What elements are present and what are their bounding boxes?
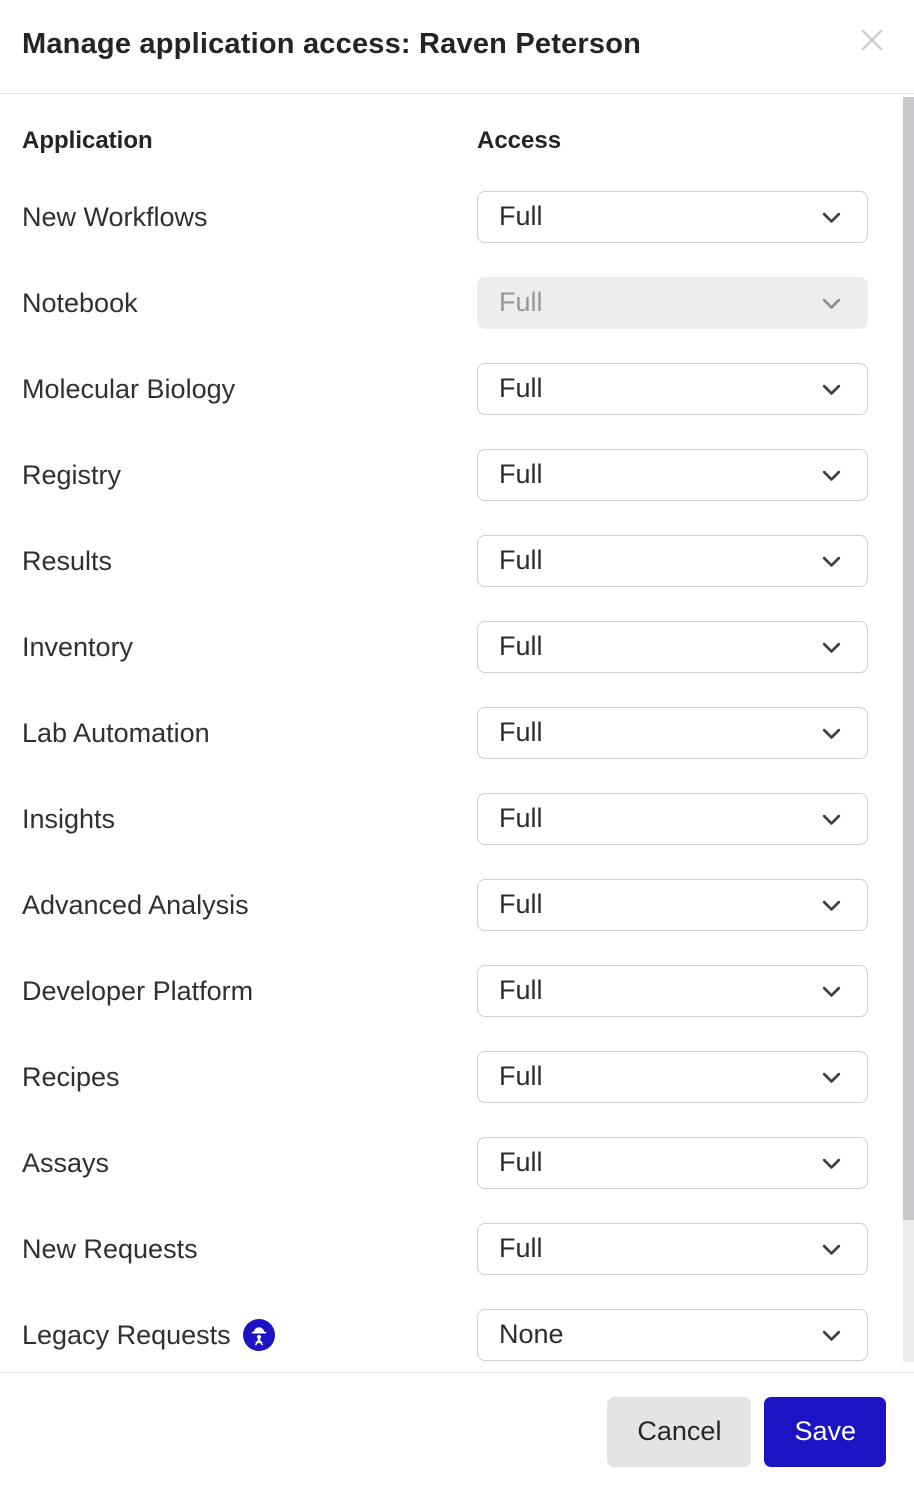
table-row: Advanced Analysis Full xyxy=(0,862,914,948)
chevron-down-icon xyxy=(818,1064,845,1091)
access-select-value: Full xyxy=(499,286,543,317)
chevron-down-icon xyxy=(818,1150,845,1177)
access-select[interactable]: Full xyxy=(477,707,868,759)
access-select-value: Full xyxy=(499,372,543,403)
application-name: Inventory xyxy=(22,631,134,662)
table-row: Recipes Full xyxy=(0,1034,914,1120)
application-name: Developer Platform xyxy=(22,975,254,1006)
application-label: Insights xyxy=(22,776,115,862)
table-row: Registry Full xyxy=(0,432,914,518)
table-row: New Workflows Full xyxy=(0,174,914,260)
application-label: Developer Platform xyxy=(22,948,253,1034)
modal-title: Manage application access: Raven Peterso… xyxy=(22,28,642,60)
access-select-value: Full xyxy=(499,1146,543,1177)
application-label: Lab Automation xyxy=(22,690,210,776)
close-button[interactable] xyxy=(854,22,890,58)
access-select[interactable]: Full xyxy=(477,191,868,243)
chevron-down-icon xyxy=(818,978,845,1005)
chevron-down-icon xyxy=(818,376,845,403)
application-name: New Workflows xyxy=(22,201,208,232)
table-row: Results Full xyxy=(0,518,914,604)
chevron-down-icon xyxy=(818,892,845,919)
application-name: Notebook xyxy=(22,287,138,318)
modal-header: Manage application access: Raven Peterso… xyxy=(0,0,914,94)
access-select[interactable]: Full xyxy=(477,793,868,845)
application-name: Molecular Biology xyxy=(22,373,236,404)
application-label: Molecular Biology xyxy=(22,346,235,432)
access-select[interactable]: Full xyxy=(477,277,868,329)
application-name: Registry xyxy=(22,459,122,490)
chevron-down-icon xyxy=(818,720,845,747)
vertical-scrollbar[interactable] xyxy=(903,97,914,1362)
table-row: New Requests Full xyxy=(0,1206,914,1292)
table-row: Legacy Requests None xyxy=(0,1292,914,1372)
table-row: Developer Platform Full xyxy=(0,948,914,1034)
cancel-button[interactable]: Cancel xyxy=(607,1396,752,1467)
application-name: New Requests xyxy=(22,1233,198,1264)
chevron-down-icon xyxy=(818,1236,845,1263)
access-table: Application Access New Workflows Full No… xyxy=(0,94,914,1373)
application-label: Legacy Requests xyxy=(22,1292,275,1372)
application-name: Results xyxy=(22,545,113,576)
scrollbar-thumb[interactable] xyxy=(903,97,914,1220)
access-select[interactable]: Full xyxy=(477,1051,868,1103)
access-select[interactable]: Full xyxy=(477,879,868,931)
table-row: Assays Full xyxy=(0,1120,914,1206)
access-select-value: Full xyxy=(499,1232,543,1263)
application-name: Lab Automation xyxy=(22,717,210,748)
application-label: Recipes xyxy=(22,1034,120,1120)
chevron-down-icon xyxy=(818,634,845,661)
modal-footer: Cancel Save xyxy=(0,1373,914,1498)
application-label: Registry xyxy=(22,432,121,518)
column-header-application: Application xyxy=(22,127,153,154)
application-label: New Requests xyxy=(22,1206,198,1292)
access-select[interactable]: Full xyxy=(477,621,868,673)
application-name: Recipes xyxy=(22,1061,120,1092)
access-select-value: Full xyxy=(499,200,543,231)
application-name: Advanced Analysis xyxy=(22,889,249,920)
table-row: Insights Full xyxy=(0,776,914,862)
chevron-down-icon xyxy=(818,806,845,833)
access-table-rows: New Workflows Full Notebook Full xyxy=(0,174,914,1372)
access-select[interactable]: Full xyxy=(477,449,868,501)
legacy-hard-hat-worker-icon xyxy=(242,1319,275,1351)
access-select[interactable]: Full xyxy=(477,1137,868,1189)
access-select-value: Full xyxy=(499,544,543,575)
chevron-down-icon xyxy=(818,1322,845,1349)
table-row: Notebook Full xyxy=(0,260,914,346)
access-select-value: Full xyxy=(499,802,543,833)
save-button[interactable]: Save xyxy=(764,1396,886,1467)
application-label: New Workflows xyxy=(22,174,208,260)
access-select-value: Full xyxy=(499,716,543,747)
chevron-down-icon xyxy=(818,548,845,575)
access-select[interactable]: None xyxy=(477,1309,868,1361)
close-icon xyxy=(856,24,888,56)
access-select[interactable]: Full xyxy=(477,965,868,1017)
table-row: Inventory Full xyxy=(0,604,914,690)
access-select[interactable]: Full xyxy=(477,363,868,415)
access-select-value: Full xyxy=(499,888,543,919)
access-select[interactable]: Full xyxy=(477,535,868,587)
chevron-down-icon xyxy=(818,204,845,231)
access-select-value: Full xyxy=(499,458,543,489)
access-select-value: Full xyxy=(499,630,543,661)
table-row: Molecular Biology Full xyxy=(0,346,914,432)
table-row: Lab Automation Full xyxy=(0,690,914,776)
access-select[interactable]: Full xyxy=(477,1223,868,1275)
chevron-down-icon xyxy=(818,290,845,317)
application-label: Assays xyxy=(22,1120,109,1206)
access-select-value: Full xyxy=(499,974,543,1005)
chevron-down-icon xyxy=(818,462,845,489)
application-name: Legacy Requests xyxy=(22,1319,231,1350)
column-header-access: Access xyxy=(477,127,562,154)
application-label: Advanced Analysis xyxy=(22,862,249,948)
application-label: Inventory xyxy=(22,604,133,690)
application-name: Insights xyxy=(22,803,116,834)
application-name: Assays xyxy=(22,1147,110,1178)
application-label: Notebook xyxy=(22,260,138,346)
access-select-value: None xyxy=(499,1318,564,1349)
application-label: Results xyxy=(22,518,112,604)
access-select-value: Full xyxy=(499,1060,543,1091)
